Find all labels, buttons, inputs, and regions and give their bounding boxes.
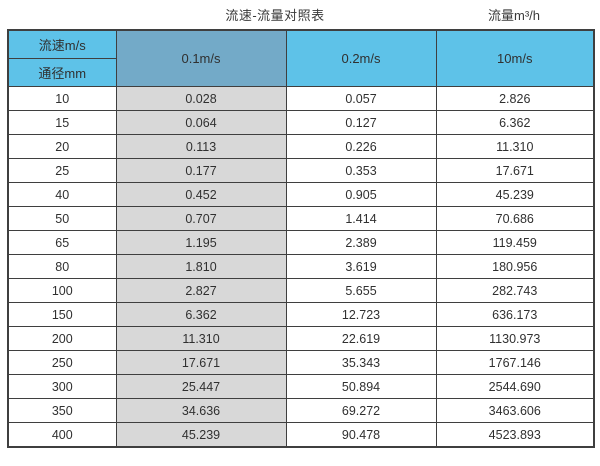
table-row: 400 45.239 90.478 4523.893 [7,422,595,448]
flow-value-0.2ms: 0.057 [285,86,437,111]
table-row: 50 0.707 1.414 70.686 [7,206,595,231]
flow-value-10ms: 6.362 [435,110,595,135]
flow-value-0.2ms: 90.478 [285,422,437,448]
flow-value-0.1ms: 11.310 [115,326,287,351]
diameter-cell: 10 [7,86,117,111]
diameter-cell: 15 [7,110,117,135]
diameter-cell: 100 [7,278,117,303]
table-row: 80 1.810 3.619 180.956 [7,254,595,279]
flow-value-0.2ms: 5.655 [285,278,437,303]
header-velocity-label: 流速m/s [7,29,117,59]
title-bar: 流速-流量对照表 流量m³/h [7,0,593,29]
flow-value-10ms: 4523.893 [435,422,595,448]
flow-value-0.1ms: 0.028 [115,86,287,111]
flow-value-0.2ms: 0.127 [285,110,437,135]
flow-value-10ms: 2544.690 [435,374,595,399]
diameter-cell: 250 [7,350,117,375]
table-body: 10 0.028 0.057 2.826 15 0.064 0.127 6.36… [7,86,595,448]
header-column-0.1ms: 0.1m/s [115,29,287,87]
flow-value-0.2ms: 2.389 [285,230,437,255]
flow-value-0.1ms: 0.452 [115,182,287,207]
flow-value-0.2ms: 3.619 [285,254,437,279]
table-row: 300 25.447 50.894 2544.690 [7,374,595,399]
flow-velocity-table: 流速m/s 0.1m/s 0.2m/s 10m/s 通径mm 10 0.028 … [7,29,595,448]
flow-value-10ms: 1130.973 [435,326,595,351]
flow-value-10ms: 70.686 [435,206,595,231]
flow-value-0.1ms: 0.064 [115,110,287,135]
table-row: 15 0.064 0.127 6.362 [7,110,595,135]
flow-value-0.2ms: 69.272 [285,398,437,423]
flow-value-0.1ms: 17.671 [115,350,287,375]
flow-value-0.1ms: 25.447 [115,374,287,399]
flow-value-10ms: 282.743 [435,278,595,303]
flow-value-10ms: 45.239 [435,182,595,207]
flow-value-10ms: 119.459 [435,230,595,255]
header-column-10ms: 10m/s [435,29,595,87]
flow-value-10ms: 180.956 [435,254,595,279]
diameter-cell: 200 [7,326,117,351]
flow-value-0.2ms: 0.353 [285,158,437,183]
flow-value-10ms: 1767.146 [435,350,595,375]
header-column-0.2ms: 0.2m/s [285,29,437,87]
diameter-cell: 20 [7,134,117,159]
diameter-cell: 80 [7,254,117,279]
diameter-cell: 65 [7,230,117,255]
flow-value-10ms: 11.310 [435,134,595,159]
table-row: 250 17.671 35.343 1767.146 [7,350,595,375]
table-row: 40 0.452 0.905 45.239 [7,182,595,207]
table-row: 150 6.362 12.723 636.173 [7,302,595,327]
flow-value-0.2ms: 35.343 [285,350,437,375]
flow-value-0.1ms: 45.239 [115,422,287,448]
table-row: 200 11.310 22.619 1130.973 [7,326,595,351]
diameter-cell: 300 [7,374,117,399]
flow-value-10ms: 3463.606 [435,398,595,423]
page-title: 流速-流量对照表 [225,8,325,23]
table-row: 10 0.028 0.057 2.826 [7,86,595,111]
flow-value-0.1ms: 1.195 [115,230,287,255]
flow-value-0.1ms: 0.177 [115,158,287,183]
diameter-cell: 400 [7,422,117,448]
flow-value-0.2ms: 0.226 [285,134,437,159]
flow-value-10ms: 636.173 [435,302,595,327]
flow-value-0.2ms: 12.723 [285,302,437,327]
diameter-cell: 150 [7,302,117,327]
table-row: 20 0.113 0.226 11.310 [7,134,595,159]
table-row: 65 1.195 2.389 119.459 [7,230,595,255]
table-row: 100 2.827 5.655 282.743 [7,278,595,303]
flow-value-0.1ms: 0.113 [115,134,287,159]
flow-value-0.1ms: 34.636 [115,398,287,423]
flow-value-0.2ms: 22.619 [285,326,437,351]
flow-value-0.1ms: 1.810 [115,254,287,279]
diameter-cell: 25 [7,158,117,183]
flow-value-0.1ms: 0.707 [115,206,287,231]
flow-value-10ms: 2.826 [435,86,595,111]
flow-value-10ms: 17.671 [435,158,595,183]
flow-unit-label: 流量m³/h [487,8,540,23]
diameter-cell: 50 [7,206,117,231]
diameter-cell: 350 [7,398,117,423]
table-header: 流速m/s 0.1m/s 0.2m/s 10m/s 通径mm [7,29,595,87]
flow-value-0.2ms: 50.894 [285,374,437,399]
table-row: 350 34.636 69.272 3463.606 [7,398,595,423]
flow-value-0.2ms: 1.414 [285,206,437,231]
header-diameter-label: 通径mm [7,58,117,87]
table-row: 25 0.177 0.353 17.671 [7,158,595,183]
flow-value-0.1ms: 6.362 [115,302,287,327]
flow-value-0.1ms: 2.827 [115,278,287,303]
flow-value-0.2ms: 0.905 [285,182,437,207]
diameter-cell: 40 [7,182,117,207]
